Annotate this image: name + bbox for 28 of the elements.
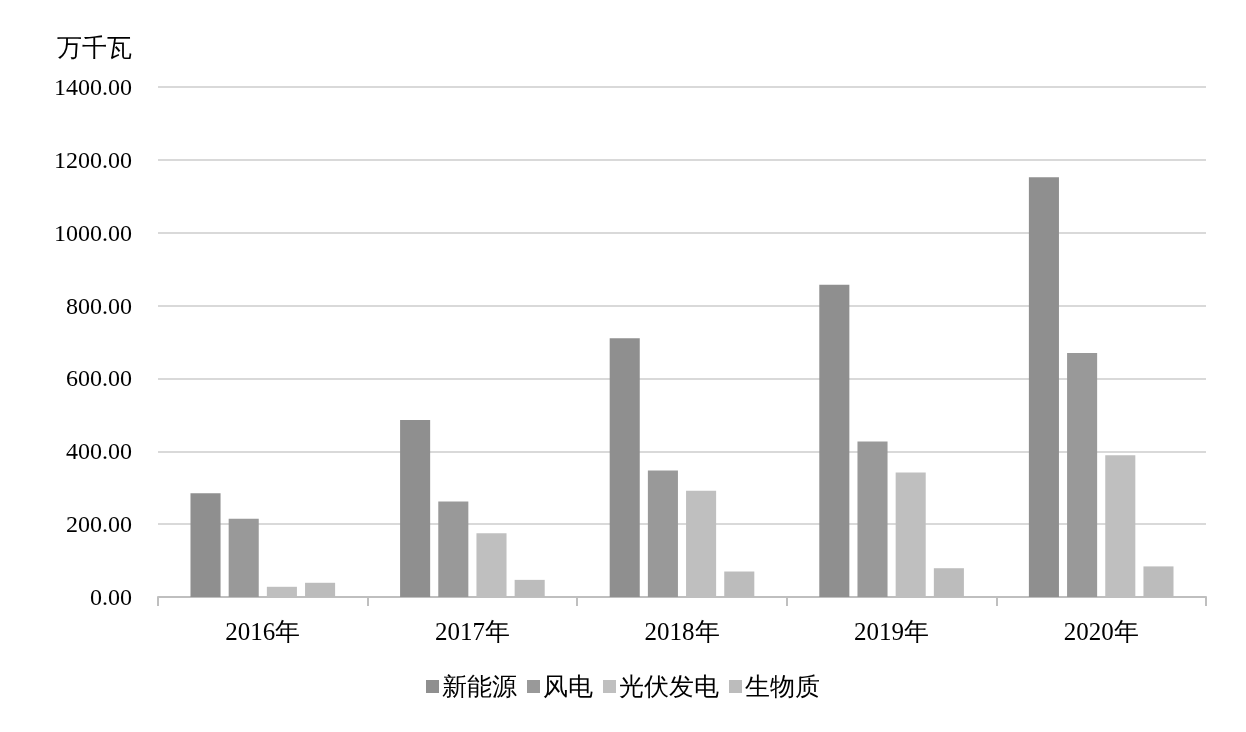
y-tick-label: 400.00 — [66, 438, 132, 465]
y-tick-label: 800.00 — [66, 292, 132, 319]
bar — [857, 441, 888, 597]
bar — [190, 493, 221, 597]
x-tick-label: 2019年 — [854, 618, 930, 645]
bar — [1067, 352, 1098, 597]
x-tick-label: 2018年 — [644, 618, 720, 645]
bar — [228, 518, 259, 597]
bar — [400, 419, 431, 597]
legend-label: 风电 — [543, 673, 593, 700]
legend-label: 新能源 — [442, 673, 517, 700]
x-tick-label: 2016年 — [225, 618, 301, 645]
bar — [609, 338, 640, 597]
y-axis-title: 万千瓦 — [57, 33, 132, 61]
y-tick-label: 1400.00 — [54, 74, 132, 100]
bar — [1028, 177, 1059, 597]
x-tick-label: 2017年 — [434, 618, 510, 645]
legend-label: 光伏发电 — [619, 673, 719, 700]
bar — [647, 470, 678, 597]
y-tick-label: 1200.00 — [54, 146, 132, 173]
y-tick-label: 1000.00 — [54, 219, 132, 246]
bar — [438, 501, 469, 597]
y-tick-label: 600.00 — [66, 365, 132, 392]
y-tick-label: 200.00 — [66, 511, 132, 538]
y-tick-label: 0.00 — [90, 584, 132, 610]
x-tick-label: 2020年 — [1063, 618, 1139, 645]
legend-label: 生物质 — [745, 673, 820, 700]
bar — [819, 284, 850, 597]
